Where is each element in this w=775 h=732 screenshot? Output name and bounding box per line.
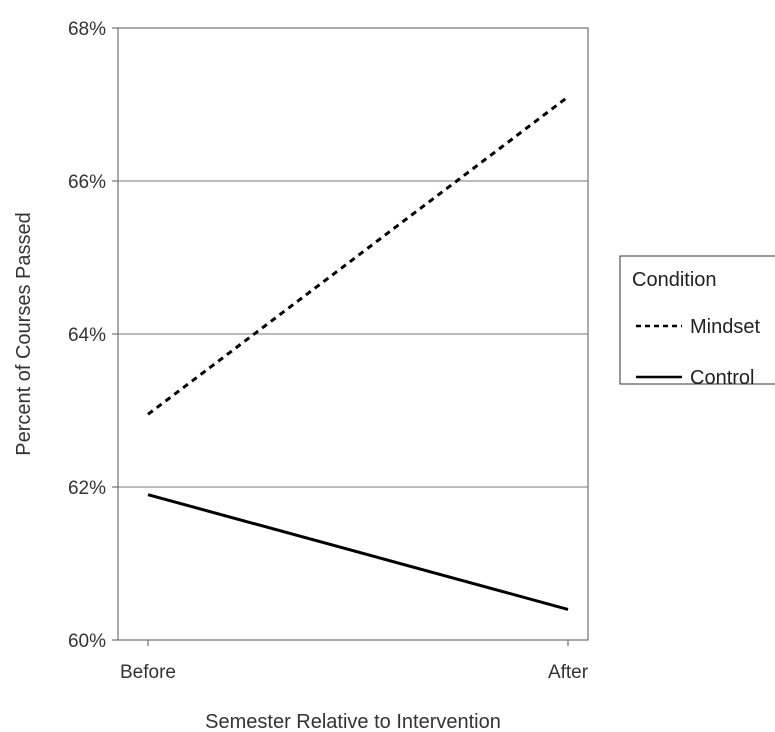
y-tick-label: 64%: [68, 325, 106, 346]
series-line-control: [147, 493, 569, 611]
y-tick-label: 60%: [68, 631, 106, 652]
y-axis-title: Percent of Courses Passed: [13, 212, 35, 455]
legend: Condition Mindset Control: [619, 255, 775, 389]
gridlines: [118, 180, 588, 488]
y-tick-label: 66%: [68, 172, 106, 193]
legend-label-mindset: Mindset: [690, 316, 760, 338]
x-tick-label: Before: [120, 662, 176, 683]
legend-box: [619, 255, 775, 385]
y-tick-label: 62%: [68, 478, 106, 499]
x-tick-label: After: [548, 662, 589, 683]
plot-panel: [117, 27, 589, 641]
x-axis: Before After: [120, 640, 589, 683]
legend-title: Condition: [632, 269, 717, 291]
legend-label-control: Control: [690, 367, 754, 389]
series-lines: [147, 95, 569, 611]
y-tick-label: 68%: [68, 19, 106, 40]
x-axis-title: Semester Relative to Intervention: [205, 711, 501, 732]
y-axis: 60% 62% 64% 66% 68%: [68, 19, 118, 652]
